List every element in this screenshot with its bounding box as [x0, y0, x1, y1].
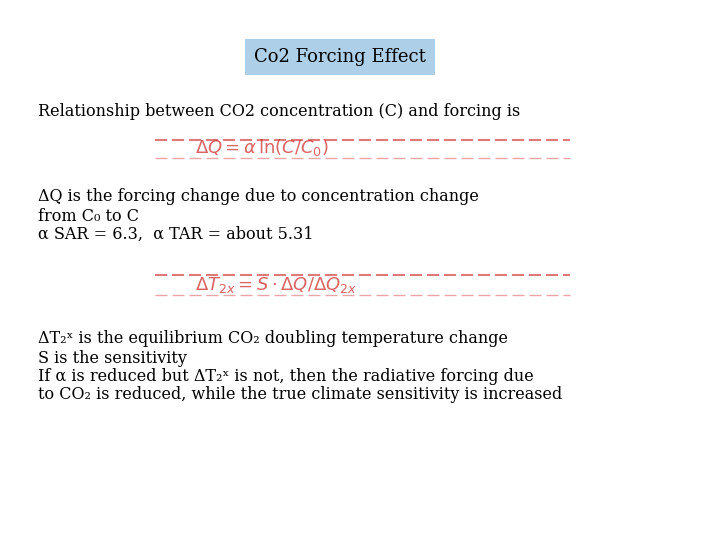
Text: ΔQ is the forcing change due to concentration change: ΔQ is the forcing change due to concentr… — [38, 188, 479, 205]
Text: S is the sensitivity: S is the sensitivity — [38, 350, 187, 367]
Text: $\Delta T_{2x} = S \cdot \Delta Q/\Delta Q_{2x}$: $\Delta T_{2x} = S \cdot \Delta Q/\Delta… — [195, 275, 357, 295]
Text: $\Delta Q = \alpha\,\ln(C/C_0)$: $\Delta Q = \alpha\,\ln(C/C_0)$ — [195, 138, 329, 159]
Text: to CO₂ is reduced, while the true climate sensitivity is increased: to CO₂ is reduced, while the true climat… — [38, 386, 562, 403]
Text: α SAR = 6.3,  α TAR = about 5.31: α SAR = 6.3, α TAR = about 5.31 — [38, 226, 313, 243]
Text: from C₀ to C: from C₀ to C — [38, 208, 139, 225]
Text: Co2 Forcing Effect: Co2 Forcing Effect — [254, 48, 426, 66]
Text: If α is reduced but ΔT₂ˣ is not, then the radiative forcing due: If α is reduced but ΔT₂ˣ is not, then th… — [38, 368, 534, 385]
Text: ΔT₂ˣ is the equilibrium CO₂ doubling temperature change: ΔT₂ˣ is the equilibrium CO₂ doubling tem… — [38, 330, 508, 347]
Text: Relationship between CO2 concentration (C) and forcing is: Relationship between CO2 concentration (… — [38, 103, 521, 120]
